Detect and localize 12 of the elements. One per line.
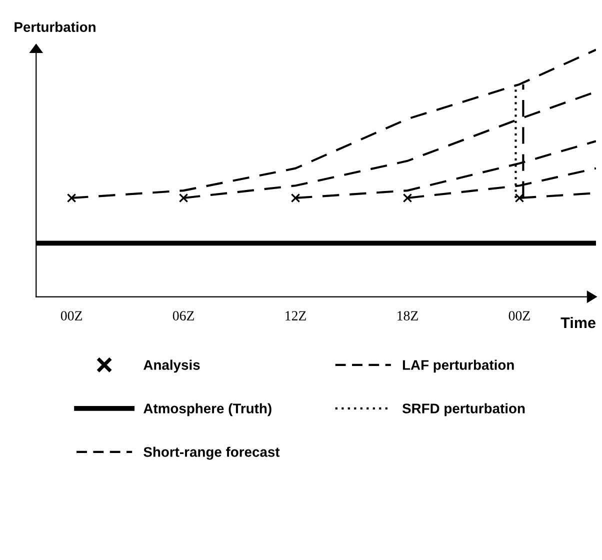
legend-label: Short-range forecast xyxy=(144,446,280,460)
legend-label: SRFD perturbation xyxy=(402,403,525,416)
legend-label: LAF perturbation xyxy=(402,360,514,373)
y-axis-title: Perturbation xyxy=(14,22,96,32)
x-tick-label: 00Z xyxy=(60,311,82,320)
legend-label: Analysis xyxy=(144,360,200,373)
x-tick-label: 00Z xyxy=(508,311,530,320)
x-tick-label: 12Z xyxy=(286,311,306,320)
x-tick-label: 18Z xyxy=(398,311,418,320)
x-axis-title: Time xyxy=(560,316,596,328)
x-tick-label: 06Z xyxy=(172,311,194,320)
legend-label: Atmosphere (Truth) xyxy=(144,403,272,416)
